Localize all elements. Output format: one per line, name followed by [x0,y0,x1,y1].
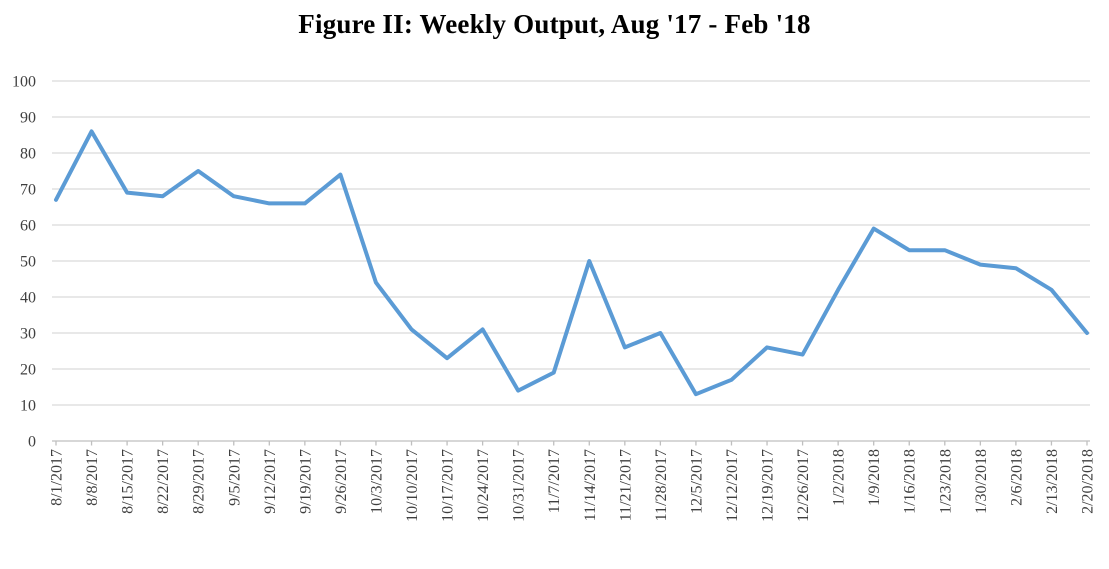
y-axis-tick-label: 40 [20,290,36,307]
y-axis-tick-label: 70 [20,182,36,199]
y-axis-tick-label: 90 [20,110,36,127]
x-axis-tick-label: 11/14/2017 [582,449,599,521]
x-axis-tick-label: 1/30/2018 [973,449,990,514]
x-axis-tick-label: 9/12/2017 [262,449,279,514]
x-axis-tick-label: 10/24/2017 [475,449,492,522]
x-axis-tick-label: 11/7/2017 [546,449,563,513]
x-axis-tick-label: 10/31/2017 [511,449,528,522]
x-axis-tick-label: 1/16/2018 [902,449,919,514]
x-axis-tick-label: 8/29/2017 [191,449,208,514]
x-axis-tick-label: 8/22/2017 [155,449,172,514]
y-axis-tick-label: 20 [20,362,36,379]
y-axis-tick-label: 0 [28,434,36,451]
x-axis-tick-label: 10/10/2017 [404,449,421,522]
x-axis-tick-label: 9/26/2017 [333,449,350,514]
y-axis-tick-label: 50 [20,254,36,271]
x-axis-tick-label: 8/8/2017 [84,449,101,506]
x-axis-tick-label: 12/19/2017 [760,449,777,522]
chart-title: Figure II: Weekly Output, Aug '17 - Feb … [298,9,811,39]
x-axis-tick-label: 12/12/2017 [724,449,741,522]
y-axis-tick-label: 80 [20,146,36,163]
x-axis-tick-label: 10/3/2017 [368,449,385,514]
y-axis-tick-label: 60 [20,218,36,235]
x-axis-tick-label: 8/1/2017 [49,449,66,506]
x-axis-tick-label: 1/2/2018 [831,449,848,506]
x-axis-tick-label: 11/21/2017 [617,449,634,521]
x-axis-tick-label: 12/26/2017 [795,449,812,522]
x-axis-tick-label: 1/9/2018 [866,449,883,506]
y-axis-tick-label: 30 [20,326,36,343]
y-axis-tick-label: 100 [12,74,36,91]
x-axis-tick-label: 12/5/2017 [688,449,705,514]
x-axis-tick-label: 2/6/2018 [1008,449,1025,506]
x-axis-tick-label: 10/17/2017 [440,449,457,522]
x-axis-tick-label: 9/5/2017 [226,449,243,506]
x-axis-tick-label: 1/23/2018 [937,449,954,514]
data-series-line [54,129,1089,397]
x-axis-tick-label: 11/28/2017 [653,449,670,521]
x-axis-tick-label: 2/20/2018 [1080,449,1097,514]
x-axis-tick-label: 2/13/2018 [1044,449,1061,514]
x-axis-tick-label: 9/19/2017 [297,449,314,514]
x-axis-tick-label: 8/15/2017 [120,449,137,514]
y-axis-tick-label: 10 [20,398,36,415]
